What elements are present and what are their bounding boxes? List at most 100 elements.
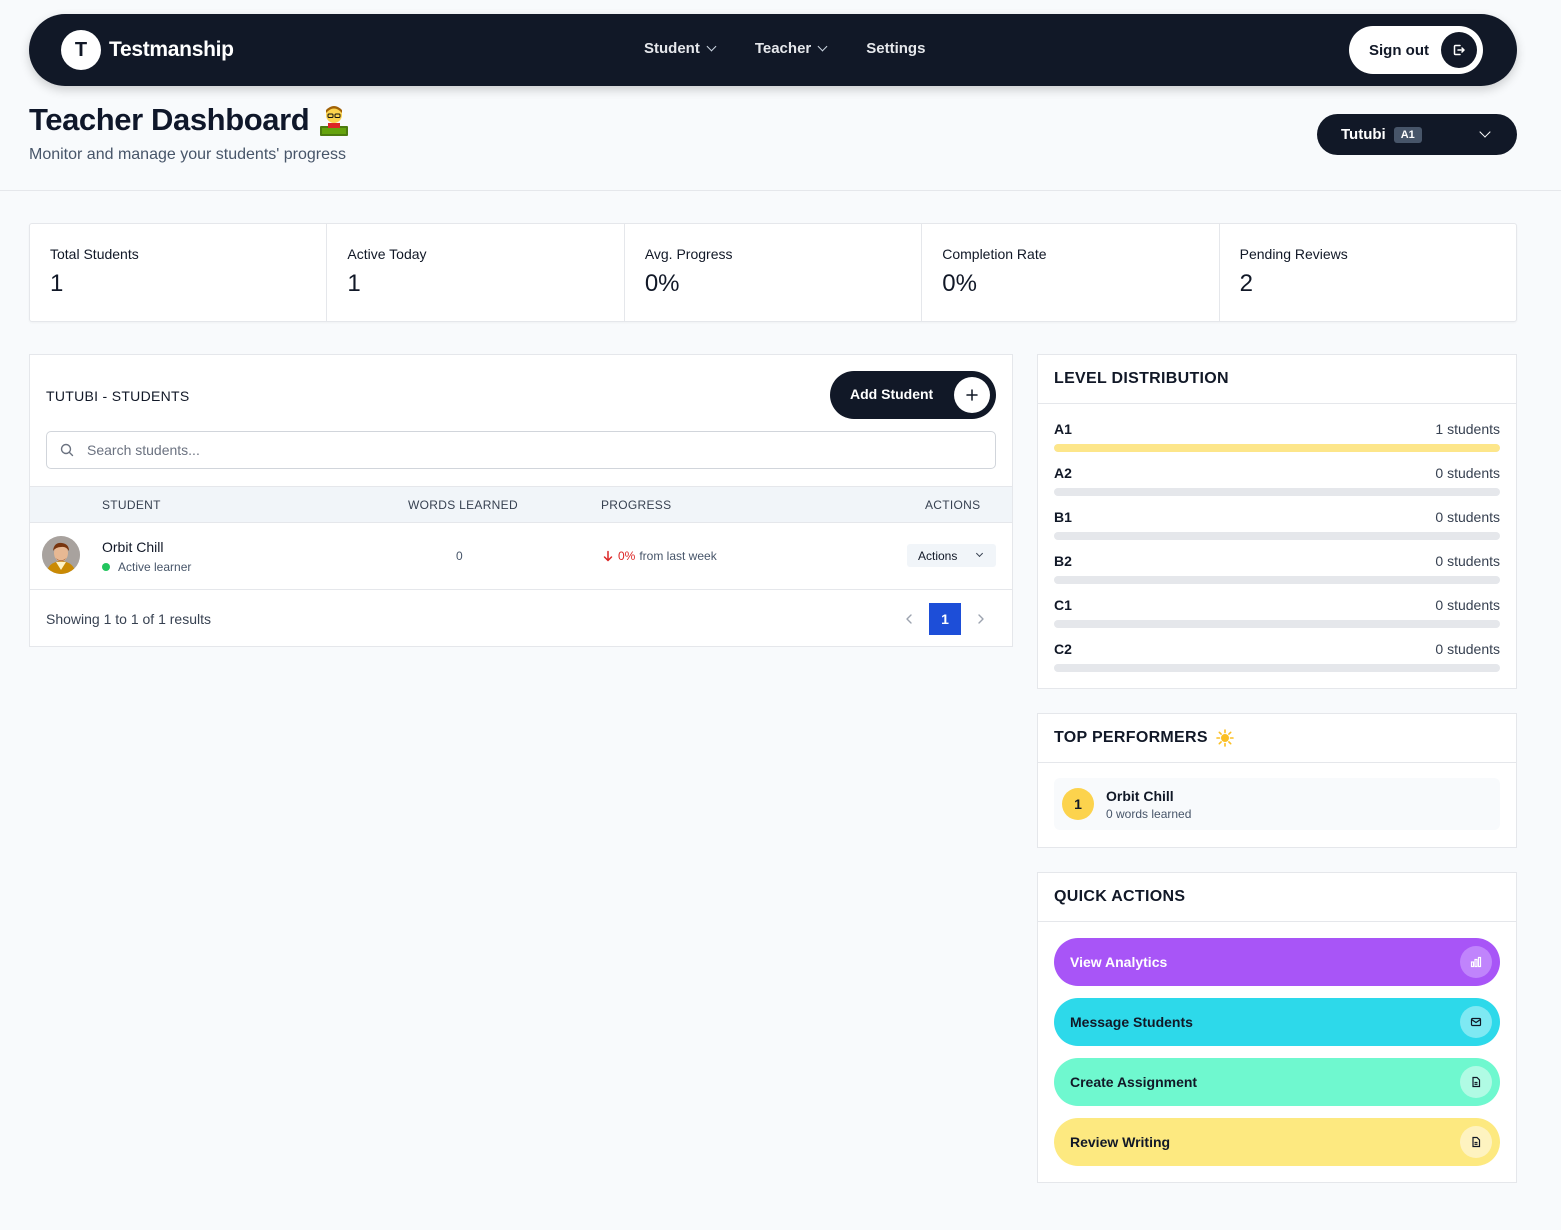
- stat-active-today: Active Today 1: [327, 224, 625, 321]
- quick-action-label: Message Students: [1070, 1014, 1193, 1030]
- stat-completion-rate: Completion Rate 0%: [922, 224, 1220, 321]
- page-subtitle: Monitor and manage your students' progre…: [29, 146, 347, 163]
- level-name: B1: [1054, 509, 1072, 525]
- level-count: 0 students: [1435, 641, 1500, 657]
- level-row-b2: B2 0 students: [1054, 553, 1500, 597]
- quick-action-label: Create Assignment: [1070, 1074, 1198, 1090]
- stat-value: 0%: [644, 270, 680, 297]
- status-dot-icon: [102, 563, 110, 571]
- level-row-c2: C2 0 students: [1054, 641, 1500, 685]
- progress-value: 0%: [618, 549, 636, 563]
- column-header-actions: ACTIONS: [925, 498, 981, 512]
- stat-value: 2: [1239, 270, 1253, 297]
- column-header-words: WORDS LEARNED: [408, 498, 518, 512]
- document-icon: [1460, 1126, 1492, 1158]
- chevron-down-icon: [1479, 126, 1491, 138]
- quick-actions-card: QUICK ACTIONS View Analytics Message Stud…: [1037, 872, 1517, 1183]
- student-status-text: Active learner: [118, 560, 192, 574]
- column-header-progress: PROGRESS: [601, 498, 672, 512]
- level-name: A2: [1054, 465, 1072, 481]
- level-progress-track: [1054, 576, 1500, 584]
- stat-total-students: Total Students 1: [30, 224, 328, 321]
- level-progress-track: [1054, 488, 1500, 496]
- nav-settings[interactable]: Settings: [866, 40, 925, 57]
- add-student-label: Add Student: [850, 386, 934, 402]
- search-icon: [60, 443, 74, 457]
- nav-student[interactable]: Student: [644, 40, 717, 57]
- stat-label: Total Students: [50, 246, 139, 262]
- brand[interactable]: T Testmanship: [61, 30, 234, 70]
- chevron-down-icon: [706, 41, 717, 52]
- plus-icon: [954, 377, 990, 413]
- level-distribution-card: LEVEL DISTRIBUTION A1 1 students A2 0 stude…: [1037, 354, 1517, 689]
- pagination-page-button[interactable]: 1: [929, 603, 961, 635]
- nav-student-label: Student: [644, 40, 700, 57]
- stat-value: 0%: [942, 270, 977, 297]
- quick-action-view-analytics-button[interactable]: View Analytics: [1054, 938, 1500, 986]
- level-progress-track: [1054, 664, 1500, 672]
- stat-pending-reviews: Pending Reviews 2: [1220, 224, 1516, 321]
- students-card-title: TUTUBI - STUDENTS: [46, 388, 190, 404]
- performer-item[interactable]: 1 Orbit Chill 0 words learned: [1054, 778, 1500, 830]
- stat-value: 1: [50, 270, 64, 297]
- chart-icon: [1460, 946, 1492, 978]
- performer-subtitle: 0 words learned: [1106, 807, 1192, 821]
- level-count: 0 students: [1435, 597, 1500, 613]
- stat-label: Active Today: [347, 246, 427, 262]
- level-row-c1: C1 0 students: [1054, 597, 1500, 641]
- student-name: Orbit Chill: [102, 539, 164, 555]
- class-level-badge: A1: [1393, 126, 1422, 143]
- top-performers-header: TOP PERFORMERS: [1038, 714, 1516, 763]
- level-progress-track: [1054, 620, 1500, 628]
- students-card: TUTUBI - STUDENTS Add Student STUDENT WO…: [29, 354, 1013, 647]
- page-title: Teacher Dashboard: [29, 102, 349, 138]
- quick-action-create-assignment-button[interactable]: Create Assignment: [1054, 1058, 1500, 1106]
- table-row[interactable]: Orbit Chill Active learner 0 0% from las…: [30, 523, 1012, 590]
- level-name: C2: [1054, 641, 1072, 657]
- document-icon: [1460, 1066, 1492, 1098]
- level-count: 1 students: [1435, 421, 1500, 437]
- avatar: [42, 536, 80, 574]
- student-status: Active learner: [102, 560, 191, 574]
- page-title-text: Teacher Dashboard: [29, 102, 310, 137]
- level-progress-track: [1054, 444, 1500, 452]
- teacher-emoji-icon: [319, 104, 349, 136]
- stat-label: Completion Rate: [942, 246, 1047, 262]
- nav-teacher[interactable]: Teacher: [755, 40, 828, 57]
- row-actions-button[interactable]: Actions: [907, 544, 996, 567]
- sun-icon: [1216, 729, 1234, 747]
- level-name: C1: [1054, 597, 1072, 613]
- brand-name: Testmanship: [109, 38, 234, 61]
- column-header-student: STUDENT: [102, 498, 161, 512]
- mail-icon: [1460, 1006, 1492, 1038]
- class-selector[interactable]: Tutubi A1: [1317, 114, 1517, 155]
- level-name: B2: [1054, 553, 1072, 569]
- pagination-summary: Showing 1 to 1 of 1 results: [46, 611, 211, 627]
- sign-out-button[interactable]: Sign out: [1349, 26, 1483, 74]
- stat-avg-progress: Avg. Progress 0%: [625, 224, 923, 321]
- quick-actions-title: QUICK ACTIONS: [1038, 873, 1516, 922]
- level-progress-fill: [1054, 444, 1500, 452]
- stat-value: 1: [347, 270, 361, 297]
- top-performers-title: TOP PERFORMERS: [1054, 729, 1208, 746]
- chevron-down-icon: [817, 41, 828, 52]
- chevron-left-icon[interactable]: [904, 612, 914, 626]
- level-distribution-title: LEVEL DISTRIBUTION: [1038, 355, 1516, 404]
- quick-action-message-students-button[interactable]: Message Students: [1054, 998, 1500, 1046]
- progress-suffix: from last week: [639, 549, 717, 563]
- level-count: 0 students: [1435, 553, 1500, 569]
- chevron-right-icon[interactable]: [976, 612, 986, 626]
- table-header: STUDENT WORDS LEARNED PROGRESS ACTIONS: [30, 486, 1012, 523]
- row-actions-label: Actions: [918, 548, 958, 563]
- search-input[interactable]: [87, 432, 987, 468]
- top-navbar: T Testmanship Student Teacher Settings S…: [29, 14, 1517, 86]
- page-header: Teacher Dashboard Monitor and manage you…: [0, 90, 1561, 191]
- brand-logo: T: [61, 30, 101, 70]
- sign-out-icon: [1441, 32, 1477, 68]
- nav-links: Student Teacher Settings: [644, 40, 925, 57]
- quick-action-label: Review Writing: [1070, 1134, 1171, 1150]
- top-performers-card: TOP PERFORMERS 1 Orbit Chill 0 words lea…: [1037, 713, 1517, 848]
- level-row-b1: B1 0 students: [1054, 509, 1500, 553]
- quick-action-review-writing-button[interactable]: Review Writing: [1054, 1118, 1500, 1166]
- add-student-button[interactable]: Add Student: [830, 371, 996, 419]
